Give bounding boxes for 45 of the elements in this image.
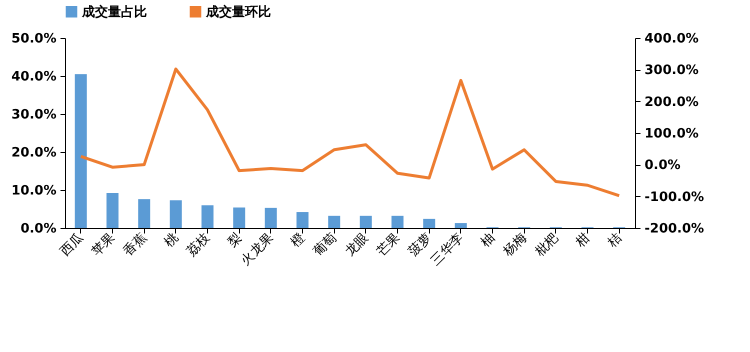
y-tick-label: 0.0% xyxy=(20,222,56,236)
bar xyxy=(74,74,87,228)
line-series xyxy=(79,68,621,198)
x-tick-label: 芒果 xyxy=(374,230,404,260)
y-tick-label: 40.0% xyxy=(11,70,56,84)
y2-tick-label: 0.0% xyxy=(644,158,681,174)
x-tick-label: 龙眼 xyxy=(342,230,372,260)
bar xyxy=(170,200,182,228)
y-tick-label: 20.0% xyxy=(11,146,56,160)
x-tick-label: 三华李 xyxy=(428,230,466,269)
x-tick-label: 葡萄 xyxy=(310,230,340,260)
x-tick-label: 柑 xyxy=(572,230,594,252)
y2-tick-label: 200.0% xyxy=(644,94,699,110)
x-tick-label: 杨梅 xyxy=(500,230,530,260)
bar xyxy=(423,218,436,228)
bar xyxy=(233,207,246,228)
x-tick-label: 荔枝 xyxy=(184,230,214,260)
bar xyxy=(328,216,340,228)
x-tick-label: 桃 xyxy=(162,230,182,250)
x-tick-label: 桔 xyxy=(604,230,625,252)
x-tick-label: 柚 xyxy=(478,230,498,250)
x-tick-label: 橙 xyxy=(288,230,308,250)
x-tick-label: 苹果 xyxy=(89,230,118,260)
bar xyxy=(454,223,467,228)
x-tick-label: 香蕉 xyxy=(120,230,150,260)
x-tick-label: 枇杷 xyxy=(532,230,562,260)
x-tick-label: 西瓜 xyxy=(58,230,86,260)
bar xyxy=(106,193,118,228)
legend-label: 成交量占比 xyxy=(81,4,147,20)
y2-tick-label: 300.0% xyxy=(644,63,699,78)
legend-label: 成交量环比 xyxy=(205,4,271,20)
x-tick-label: 梨 xyxy=(225,230,245,250)
bar xyxy=(138,199,150,228)
bar xyxy=(392,216,404,228)
y-tick-label: 30.0% xyxy=(11,108,56,122)
y2-tick-label: -200.0% xyxy=(644,222,704,236)
bar xyxy=(264,208,277,228)
y-tick-label: 10.0% xyxy=(11,184,56,198)
y2-tick-label: 100.0% xyxy=(644,126,699,142)
y-tick-label: 50.0% xyxy=(11,32,56,46)
bar xyxy=(296,212,308,228)
bar xyxy=(360,216,372,228)
y2-tick-label: 400.0% xyxy=(644,32,699,46)
y2-tick-label: -100.0% xyxy=(644,190,704,205)
bar xyxy=(202,205,214,228)
